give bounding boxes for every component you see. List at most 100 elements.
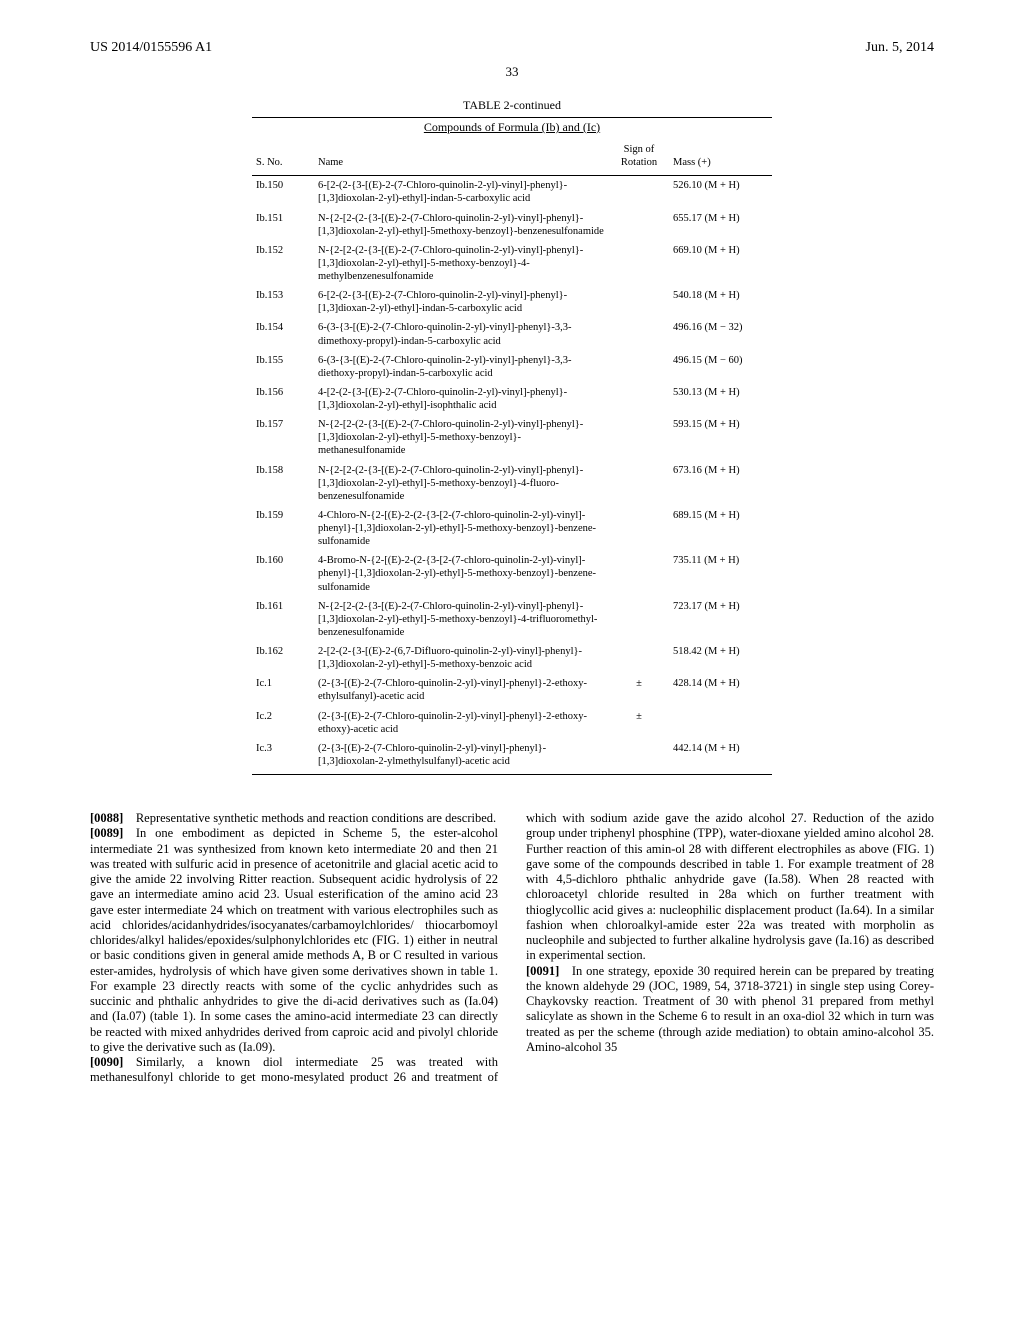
cell-sno: Ic.3 bbox=[252, 739, 314, 774]
cell-mass: 723.17 (M + H) bbox=[669, 597, 772, 642]
cell-sign bbox=[609, 286, 669, 318]
cell-sno: Ic.1 bbox=[252, 674, 314, 706]
table-row: Ib.1622-[2-(2-{3-[(E)-2-(6,7-Difluoro-qu… bbox=[252, 642, 772, 674]
paragraph-text: In one strategy, epoxide 30 required her… bbox=[526, 964, 934, 1054]
paragraph-text: Representative synthetic methods and rea… bbox=[136, 811, 496, 825]
cell-name: N-{2-[2-(2-{3-[(E)-2-(7-Chloro-quinolin-… bbox=[314, 461, 609, 506]
paragraph-number: [0089] bbox=[90, 826, 136, 840]
cell-mass: 442.14 (M + H) bbox=[669, 739, 772, 774]
col-header-name: Name bbox=[314, 139, 609, 176]
cell-mass: 689.15 (M + H) bbox=[669, 506, 772, 551]
cell-name: N-{2-[2-(2-{3-[(E)-2-(7-Chloro-quinolin-… bbox=[314, 415, 609, 460]
cell-mass: 518.42 (M + H) bbox=[669, 642, 772, 674]
cell-name: N-{2-[2-(2-{3-[(E)-2-(7-Chloro-quinolin-… bbox=[314, 241, 609, 286]
cell-mass: 540.18 (M + H) bbox=[669, 286, 772, 318]
table-row: Ib.1564-[2-(2-{3-[(E)-2-(7-Chloro-quinol… bbox=[252, 383, 772, 415]
cell-name: 6-[2-(2-{3-[(E)-2-(7-Chloro-quinolin-2-y… bbox=[314, 286, 609, 318]
cell-mass: 428.14 (M + H) bbox=[669, 674, 772, 706]
table-row: Ib.1604-Bromo-N-{2-[(E)-2-(2-{3-[2-(7-ch… bbox=[252, 551, 772, 596]
paragraph: [0091] In one strategy, epoxide 30 requi… bbox=[526, 964, 934, 1056]
body-text: [0088] Representative synthetic methods … bbox=[90, 811, 934, 1086]
cell-mass: 530.13 (M + H) bbox=[669, 383, 772, 415]
table-row: Ib.1594-Chloro-N-{2-[(E)-2-(2-{3-[2-(7-c… bbox=[252, 506, 772, 551]
cell-sno: Ib.151 bbox=[252, 209, 314, 241]
cell-sno: Ib.158 bbox=[252, 461, 314, 506]
table-row: Ic.1(2-{3-[(E)-2-(7-Chloro-quinolin-2-yl… bbox=[252, 674, 772, 706]
cell-name: 6-(3-{3-[(E)-2-(7-Chloro-quinolin-2-yl)-… bbox=[314, 351, 609, 383]
cell-name: (2-{3-[(E)-2-(7-Chloro-quinolin-2-yl)-vi… bbox=[314, 739, 609, 774]
cell-mass: 496.16 (M − 32) bbox=[669, 318, 772, 350]
table-row: Ib.1556-(3-{3-[(E)-2-(7-Chloro-quinolin-… bbox=[252, 351, 772, 383]
cell-sno: Ib.159 bbox=[252, 506, 314, 551]
cell-sign bbox=[609, 551, 669, 596]
cell-sno: Ib.156 bbox=[252, 383, 314, 415]
cell-sign: ± bbox=[609, 674, 669, 706]
cell-sign bbox=[609, 209, 669, 241]
publication-number: US 2014/0155596 A1 bbox=[90, 40, 212, 56]
cell-sno: Ib.161 bbox=[252, 597, 314, 642]
cell-mass bbox=[669, 707, 772, 739]
table-row: Ic.3(2-{3-[(E)-2-(7-Chloro-quinolin-2-yl… bbox=[252, 739, 772, 774]
cell-mass: 593.15 (M + H) bbox=[669, 415, 772, 460]
table-row: Ib.1546-(3-{3-[(E)-2-(7-Chloro-quinolin-… bbox=[252, 318, 772, 350]
compound-table: S. No. Name Sign of Rotation Mass (+) Ib… bbox=[252, 139, 772, 774]
cell-sno: Ib.150 bbox=[252, 176, 314, 209]
col-header-sno: S. No. bbox=[252, 139, 314, 176]
cell-sign bbox=[609, 351, 669, 383]
cell-sign bbox=[609, 642, 669, 674]
cell-sno: Ib.155 bbox=[252, 351, 314, 383]
cell-name: 6-(3-{3-[(E)-2-(7-Chloro-quinolin-2-yl)-… bbox=[314, 318, 609, 350]
table-subtitle: Compounds of Formula (Ib) and (Ic) bbox=[252, 117, 772, 135]
table-2-continued: TABLE 2-continued Compounds of Formula (… bbox=[252, 98, 772, 775]
cell-sign bbox=[609, 506, 669, 551]
table-row: Ib.1536-[2-(2-{3-[(E)-2-(7-Chloro-quinol… bbox=[252, 286, 772, 318]
cell-name: 4-Bromo-N-{2-[(E)-2-(2-{3-[2-(7-chloro-q… bbox=[314, 551, 609, 596]
page-number: 33 bbox=[90, 64, 934, 80]
cell-mass: 669.10 (M + H) bbox=[669, 241, 772, 286]
paragraph-number: [0088] bbox=[90, 811, 136, 825]
col-header-sign: Sign of Rotation bbox=[609, 139, 669, 176]
cell-mass: 735.11 (M + H) bbox=[669, 551, 772, 596]
cell-sno: Ib.157 bbox=[252, 415, 314, 460]
paragraph: [0088] Representative synthetic methods … bbox=[90, 811, 498, 826]
table-row: Ib.157N-{2-[2-(2-{3-[(E)-2-(7-Chloro-qui… bbox=[252, 415, 772, 460]
table-row: Ib.151N-{2-[2-(2-{3-[(E)-2-(7-Chloro-qui… bbox=[252, 209, 772, 241]
cell-mass: 655.17 (M + H) bbox=[669, 209, 772, 241]
cell-name: N-{2-[2-(2-{3-[(E)-2-(7-Chloro-quinolin-… bbox=[314, 597, 609, 642]
cell-sign: ± bbox=[609, 707, 669, 739]
cell-name: (2-{3-[(E)-2-(7-Chloro-quinolin-2-yl)-vi… bbox=[314, 707, 609, 739]
cell-sign bbox=[609, 241, 669, 286]
cell-sign bbox=[609, 461, 669, 506]
cell-sign bbox=[609, 597, 669, 642]
paragraph-number: [0090] bbox=[90, 1055, 136, 1069]
publication-date: Jun. 5, 2014 bbox=[866, 40, 934, 56]
cell-name: 4-[2-(2-{3-[(E)-2-(7-Chloro-quinolin-2-y… bbox=[314, 383, 609, 415]
table-row: Ib.1506-[2-(2-{3-[(E)-2-(7-Chloro-quinol… bbox=[252, 176, 772, 209]
page-header: US 2014/0155596 A1 Jun. 5, 2014 bbox=[90, 40, 934, 56]
paragraph: [0089] In one embodiment as depicted in … bbox=[90, 826, 498, 1055]
cell-sign bbox=[609, 383, 669, 415]
table-row: Ib.161N-{2-[2-(2-{3-[(E)-2-(7-Chloro-qui… bbox=[252, 597, 772, 642]
table-row: Ib.152N-{2-[2-(2-{3-[(E)-2-(7-Chloro-qui… bbox=[252, 241, 772, 286]
cell-name: 4-Chloro-N-{2-[(E)-2-(2-{3-[2-(7-chloro-… bbox=[314, 506, 609, 551]
cell-name: 6-[2-(2-{3-[(E)-2-(7-Chloro-quinolin-2-y… bbox=[314, 176, 609, 209]
cell-sign bbox=[609, 739, 669, 774]
col-header-mass: Mass (+) bbox=[669, 139, 772, 176]
paragraph-text: In one embodiment as depicted in Scheme … bbox=[90, 826, 498, 1054]
cell-name: N-{2-[2-(2-{3-[(E)-2-(7-Chloro-quinolin-… bbox=[314, 209, 609, 241]
cell-mass: 673.16 (M + H) bbox=[669, 461, 772, 506]
cell-sno: Ib.153 bbox=[252, 286, 314, 318]
cell-sno: Ib.160 bbox=[252, 551, 314, 596]
cell-mass: 496.15 (M − 60) bbox=[669, 351, 772, 383]
cell-sno: Ib.152 bbox=[252, 241, 314, 286]
cell-sno: Ib.162 bbox=[252, 642, 314, 674]
cell-name: (2-{3-[(E)-2-(7-Chloro-quinolin-2-yl)-vi… bbox=[314, 674, 609, 706]
paragraph-number: [0091] bbox=[526, 964, 572, 978]
cell-sign bbox=[609, 176, 669, 209]
table-row: Ib.158N-{2-[2-(2-{3-[(E)-2-(7-Chloro-qui… bbox=[252, 461, 772, 506]
table-title: TABLE 2-continued bbox=[252, 98, 772, 113]
cell-sign bbox=[609, 318, 669, 350]
cell-sno: Ib.154 bbox=[252, 318, 314, 350]
cell-sno: Ic.2 bbox=[252, 707, 314, 739]
cell-sign bbox=[609, 415, 669, 460]
